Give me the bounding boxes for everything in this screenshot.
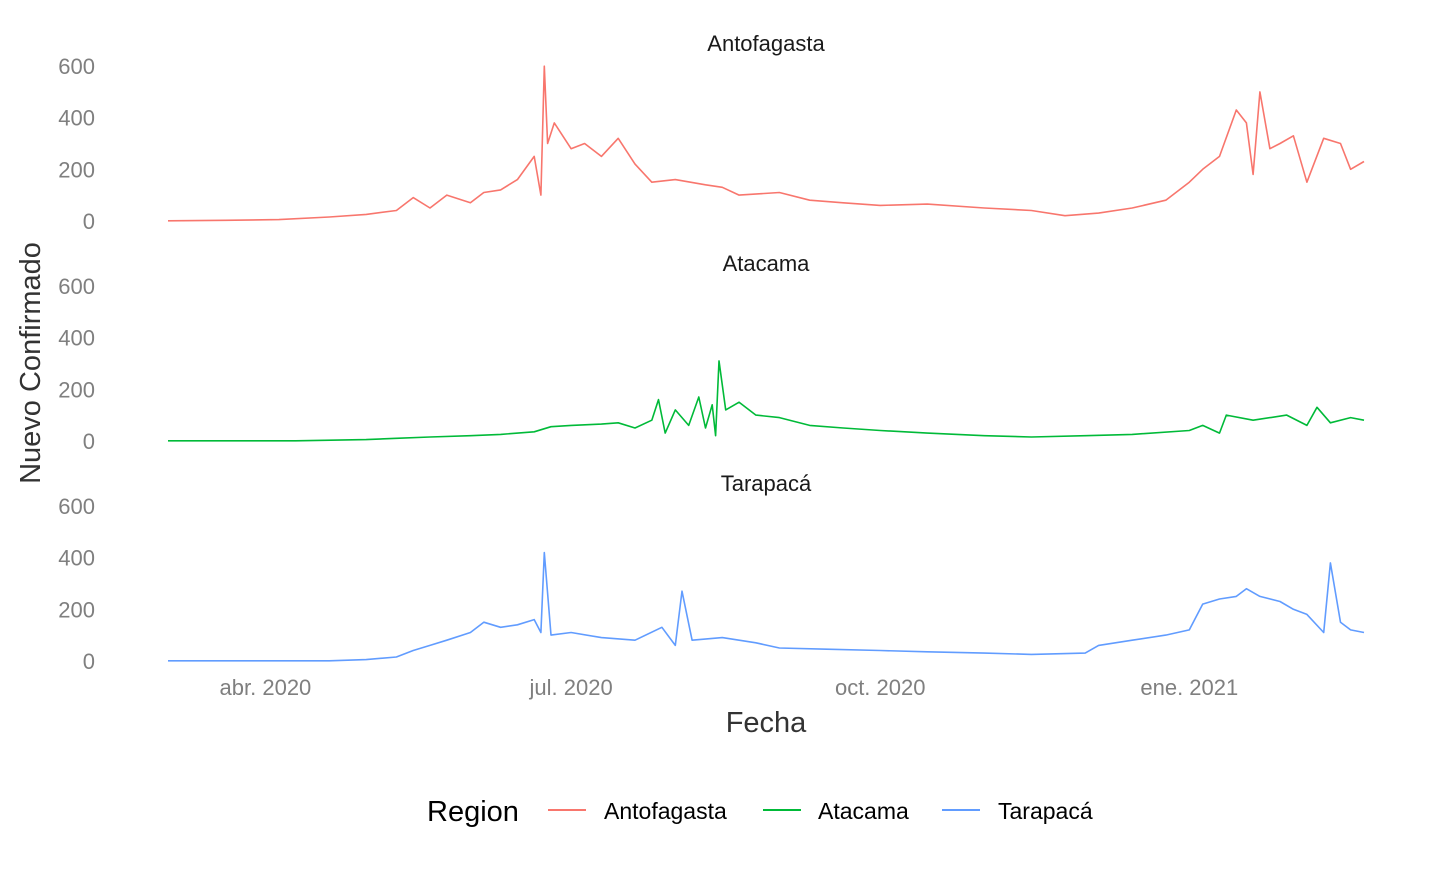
panel-antofagasta: Antofagasta 0 200 400 600: [58, 31, 1365, 234]
series-line-atacama: [168, 360, 1365, 442]
y-tick-label: 400: [58, 106, 95, 131]
y-tick-label: 200: [58, 597, 95, 622]
series-line-tarapacá: [168, 551, 1365, 662]
y-tick-label: 200: [58, 157, 95, 182]
legend-label: Tarapacá: [998, 798, 1093, 824]
panel-title: Antofagasta: [707, 31, 825, 56]
panel-atacama: Atacama 0 200 400 600: [58, 251, 1365, 454]
x-tick-label: jul. 2020: [529, 675, 613, 700]
y-axis-title: Nuevo Confirmado: [15, 242, 47, 484]
x-tick-label: oct. 2020: [835, 675, 926, 700]
x-tick-label: abr. 2020: [220, 675, 312, 700]
y-tick-label: 0: [83, 429, 95, 454]
legend-label: Atacama: [818, 798, 909, 824]
legend-item-tarapacá: Tarapacá: [942, 798, 1093, 824]
legend: Region Antofagasta Atacama Tarapacá: [427, 796, 1093, 828]
y-tick-label: 600: [58, 494, 95, 519]
series-line-antofagasta: [167, 65, 1365, 222]
x-tick-label: ene. 2021: [1140, 675, 1238, 700]
y-tick-label: 200: [58, 377, 95, 402]
panel-title: Atacama: [723, 251, 811, 276]
y-tick-label: 600: [58, 274, 95, 299]
legend-item-antofagasta: Antofagasta: [548, 798, 727, 824]
legend-label: Antofagasta: [604, 798, 727, 824]
x-axis-title: Fecha: [726, 707, 807, 739]
legend-item-atacama: Atacama: [763, 798, 909, 824]
y-tick-label: 400: [58, 546, 95, 571]
y-tick-label: 0: [83, 209, 95, 234]
x-axis: abr. 2020 jul. 2020 oct. 2020 ene. 2021: [220, 675, 1239, 700]
panel-tarapacá: Tarapacá 0 200 400 600: [58, 471, 1365, 674]
y-tick-label: 400: [58, 326, 95, 351]
legend-title: Region: [427, 796, 519, 828]
y-tick-label: 600: [58, 54, 95, 79]
panel-title: Tarapacá: [721, 471, 812, 496]
y-tick-label: 0: [83, 649, 95, 674]
